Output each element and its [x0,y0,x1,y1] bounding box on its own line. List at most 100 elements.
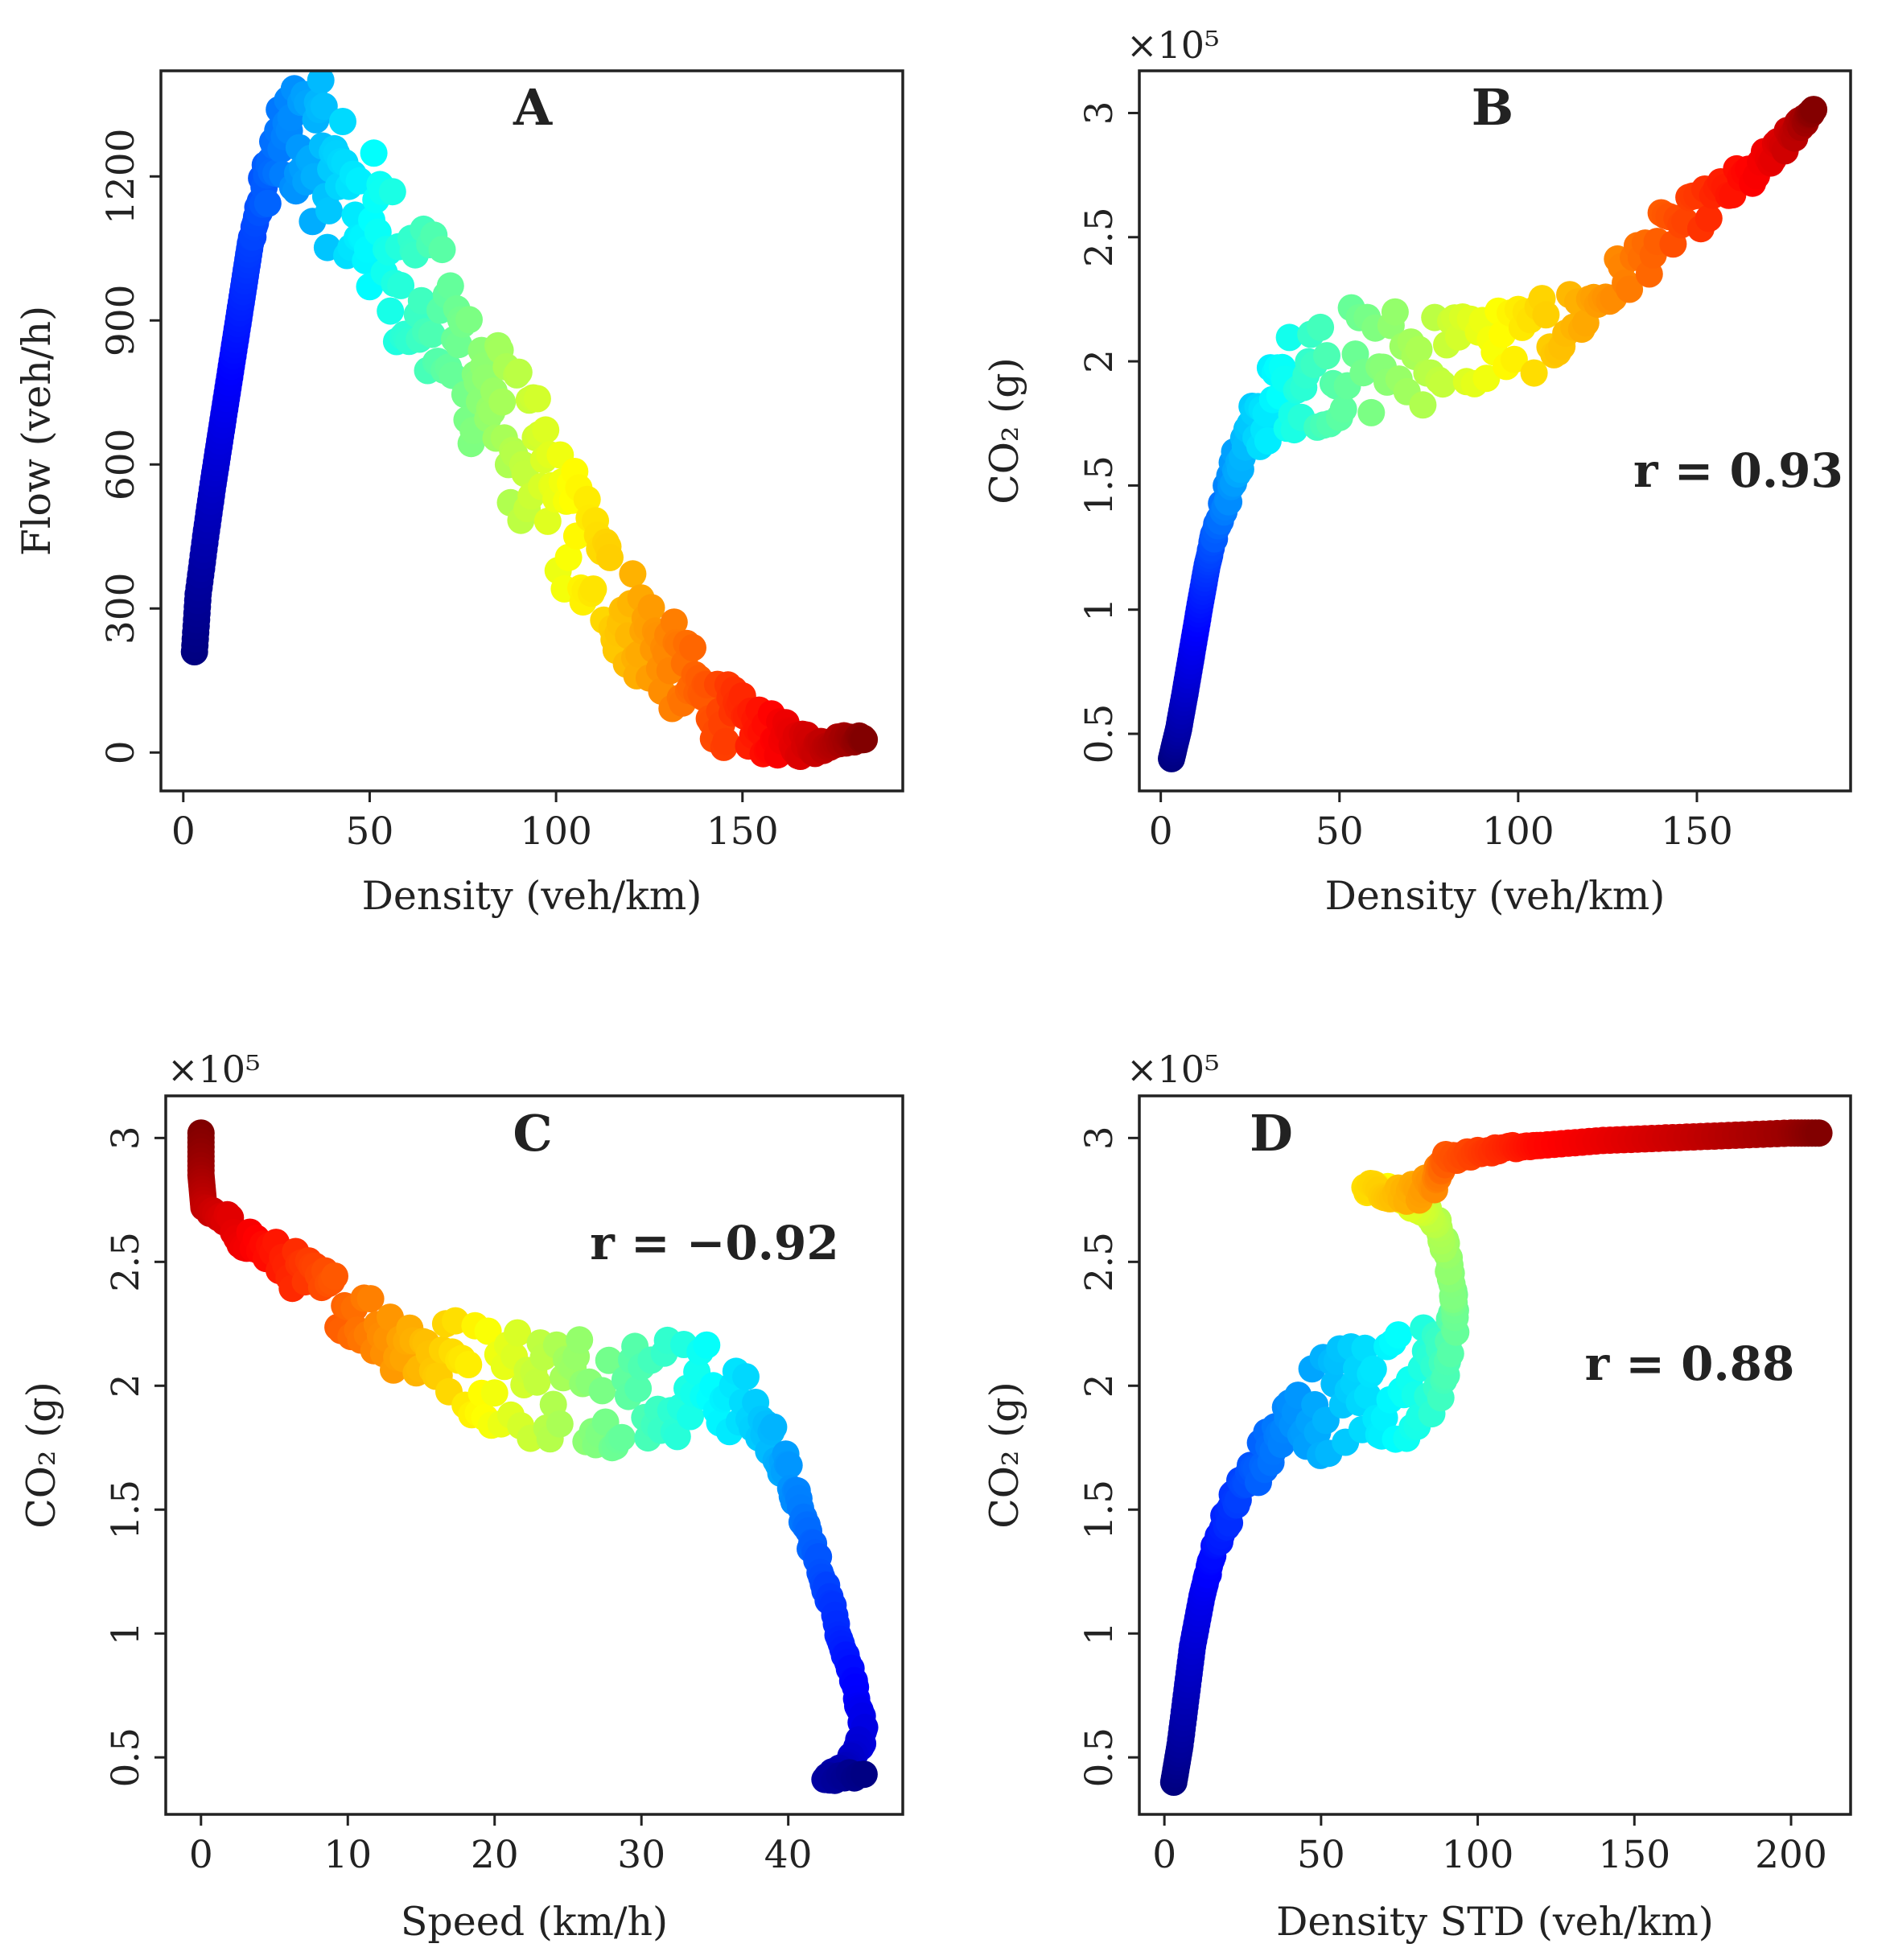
y-tick-label: 3 [1077,101,1122,126]
x-axis-label: Density (veh/km) [362,873,702,919]
x-tick-label: 100 [1482,809,1555,854]
data-point [1429,370,1457,398]
correlation-label: r = 0.88 [1585,1336,1795,1391]
y-tick-label: 3 [104,1126,148,1150]
data-point [387,271,415,299]
data-point [523,1368,551,1396]
y-tick-label: 3 [1077,1126,1122,1150]
data-point [1329,395,1357,423]
data-point [480,1379,509,1407]
data-point [504,1319,532,1347]
data-point [637,594,665,622]
y-tick-label: 0 [99,740,143,764]
data-point [850,1760,878,1789]
scatter-points [1159,1119,1833,1796]
axes-frame [1138,69,1852,793]
data-point [579,575,607,603]
data-point [546,1410,574,1438]
data-point [345,167,373,195]
correlation-label: r = −0.92 [590,1216,838,1270]
data-point [356,1285,385,1313]
y-tick-label: 1.5 [1077,455,1122,516]
x-tick-label: 0 [189,1833,213,1877]
data-point [1616,275,1644,303]
y-tick-label: 2.5 [104,1232,148,1292]
x-tick-label: 150 [1661,809,1733,854]
data-point [850,726,879,754]
y-tick-label: 2.5 [1077,1232,1122,1292]
y-tick-label: 900 [99,284,143,356]
data-point [378,178,406,206]
y-tick-label: 1 [1077,1621,1122,1645]
x-tick-label: 100 [520,809,592,854]
data-point [619,560,647,588]
y-tick-label: 1 [104,1621,148,1645]
data-point [1357,398,1386,426]
data-point [1353,1381,1382,1410]
data-point [1532,301,1560,329]
data-point [436,272,464,300]
panel-c: 0 10 20 30 40 0.5 1 1.5 2 2.5 3 Speed (km/h) CO₂ (g)… [19,1048,904,1945]
data-point [679,634,706,661]
x-tick-label: 50 [346,809,394,854]
y-tick-label: 1.5 [1077,1480,1122,1540]
y-axis-label: CO₂ (g) [19,1381,64,1528]
data-point [418,320,446,348]
data-point [663,1423,691,1451]
panel-letter: C [513,1104,552,1163]
data-point [310,93,338,121]
data-point [315,196,343,224]
y-tick-label: 1.5 [104,1480,148,1540]
data-point [1695,204,1723,233]
data-point [1351,1334,1379,1362]
y-tick-label: 0.5 [104,1727,148,1788]
data-point [566,1326,594,1354]
data-point [732,1363,760,1391]
data-point [1800,96,1828,124]
y-tick-label: 2 [104,1373,148,1398]
data-point [1384,1321,1412,1349]
y-multiplier: ×10⁵ [1126,1048,1220,1091]
scatter-points [180,71,879,770]
x-tick-label: 0 [1152,1833,1176,1877]
data-point [554,543,583,571]
data-point [1381,298,1409,326]
y-multiplier: ×10⁵ [1126,23,1220,67]
data-point [1275,323,1303,352]
data-point [488,388,517,416]
data-point [1500,345,1528,373]
x-axis-label: Density (veh/km) [1325,873,1666,919]
y-multiplier: ×10⁵ [167,1048,261,1091]
axes-frame [1138,1094,1852,1816]
y-tick-label: 2 [1077,1373,1122,1398]
data-point [532,416,560,444]
y-tick-label: 2 [1077,349,1122,373]
data-point [624,1374,653,1402]
data-point [607,1423,636,1451]
data-point [1405,336,1433,364]
data-point [775,1451,803,1480]
data-point [588,1377,616,1405]
data-point [596,543,624,571]
x-tick-label: 0 [1149,809,1173,854]
axes-frame [159,69,904,793]
data-point [1520,359,1548,387]
x-axis-label: Density STD (veh/km) [1276,1899,1714,1945]
data-point [455,306,483,334]
scatter-points [1158,96,1828,772]
data-point [445,331,473,359]
data-point [504,358,533,386]
data-point [321,1262,348,1290]
panel-letter: D [1250,1104,1293,1163]
correlation-label: r = 0.93 [1633,443,1843,498]
x-axis-label: Speed (km/h) [401,1899,668,1945]
data-point [523,385,551,413]
y-axis-label: CO₂ (g) [982,1381,1027,1528]
x-tick-label: 30 [617,1833,665,1877]
panel-a: 0 50 100 150 0 300 600 900 1200 Density (veh/km) F… [14,69,904,919]
data-point [595,1346,623,1374]
x-tick-label: 40 [764,1833,813,1877]
data-point [660,608,688,636]
data-point [253,189,282,217]
